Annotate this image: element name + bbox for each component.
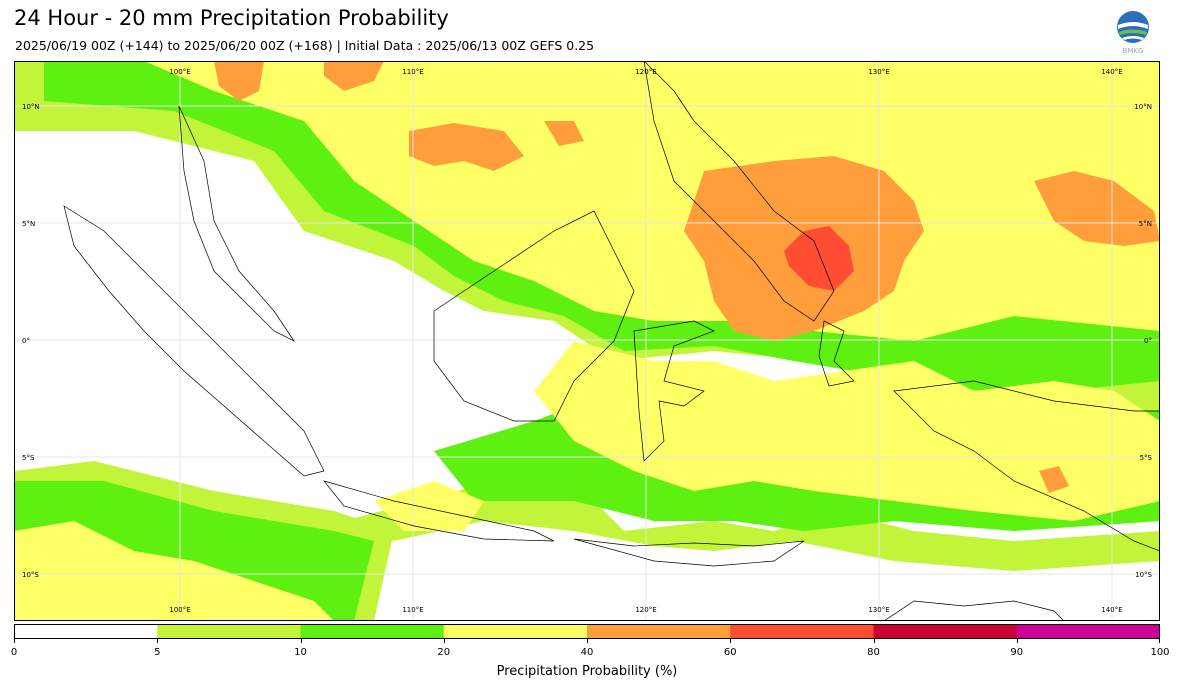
colorbar-tick-mark	[157, 639, 159, 643]
colorbar-segment	[14, 624, 158, 639]
lat-label: 10°S	[22, 571, 39, 579]
colorbar-segment	[1016, 624, 1160, 639]
graticule	[14, 61, 1160, 621]
colorbar-title: Precipitation Probability (%)	[496, 664, 678, 679]
colorbar-tick-label: 80	[867, 647, 880, 658]
colorbar-tick-label: 90	[1010, 647, 1024, 658]
sumatra-coastline	[63, 205, 325, 477]
colorbar-tick-label: 100	[1150, 647, 1170, 658]
colorbar-tick-mark	[873, 639, 875, 643]
lon-label: 100°E	[169, 606, 190, 614]
malay-coastline	[178, 105, 296, 342]
philippines-coastline	[643, 61, 835, 322]
colorbar-tick-label: 20	[437, 647, 451, 658]
precipitation-map: 100°E 110°E 120°E 130°E 140°E 100°E 110°…	[14, 61, 1160, 621]
colorbar-tick-label: 10	[294, 647, 307, 658]
colorbar-tick-label: 5	[154, 647, 161, 658]
lon-label: 120°E	[635, 68, 656, 76]
bmkg-logo: BMKG	[1117, 11, 1149, 55]
new-guinea-coastline	[893, 380, 1160, 552]
lat-label: 10°N	[1134, 103, 1152, 111]
lon-label: 140°E	[1101, 68, 1122, 76]
halmahera-coastline	[818, 320, 855, 387]
lat-label: 5°S	[22, 454, 35, 462]
map-frame	[14, 61, 1160, 621]
colorbar-tick-mark	[1159, 639, 1160, 643]
colorbar-tick-mark	[443, 639, 445, 643]
lat-label: 10°S	[1135, 571, 1152, 579]
colorbar-segment	[587, 624, 731, 639]
java-coastline	[323, 480, 555, 542]
colorbar-ticks: 0 5 10 20 40 60 80 90 100	[10, 639, 1170, 659]
sulawesi-coastline	[633, 320, 715, 462]
lat-label: 5°N	[22, 220, 35, 228]
lat-labels-left: 10°N 5°N 0° 5°S 10°S	[22, 103, 40, 579]
lat-label: 0°	[1144, 337, 1152, 345]
chart-title: 24 Hour - 20 mm Precipitation Probabilit…	[14, 6, 449, 30]
lat-label: 0°	[22, 337, 30, 345]
lon-labels-bottom: 100°E 110°E 120°E 130°E 140°E	[169, 606, 1122, 614]
colorbar-tick-mark	[14, 639, 15, 643]
colorbar-tick-label: 0	[10, 647, 18, 658]
lon-label: 110°E	[402, 606, 423, 614]
lon-label: 130°E	[868, 606, 889, 614]
svg-text:BMKG: BMKG	[1123, 47, 1144, 55]
lat-label: 10°N	[22, 103, 40, 111]
colorbar-segment	[157, 624, 301, 639]
australia-coastline	[883, 600, 1065, 621]
lon-label: 110°E	[402, 68, 423, 76]
colorbar-segment	[730, 624, 874, 639]
lon-label: 140°E	[1101, 606, 1122, 614]
lon-labels-top: 100°E 110°E 120°E 130°E 140°E	[169, 68, 1122, 76]
colorbar	[14, 624, 1160, 639]
lon-label: 120°E	[635, 606, 656, 614]
colorbar-segment	[443, 624, 588, 639]
colorbar-tick-mark	[300, 639, 302, 643]
coastlines	[63, 61, 1160, 621]
colorbar-segment	[300, 624, 445, 639]
lat-label: 5°N	[1139, 220, 1152, 228]
probability-fill-layer	[14, 61, 1160, 621]
lat-label: 5°S	[1140, 454, 1153, 462]
lon-label: 130°E	[868, 68, 889, 76]
colorbar-tick-mark	[1016, 639, 1018, 643]
colorbar-tick-mark	[730, 639, 732, 643]
colorbar-tick-label: 40	[580, 647, 594, 658]
colorbar-segment	[873, 624, 1018, 639]
colorbar-tick-mark	[587, 639, 588, 643]
borneo-coastline	[433, 210, 635, 422]
lat-labels-right: 10°N 5°N 0° 5°S 10°S	[1134, 103, 1152, 579]
colorbar-tick-label: 60	[723, 647, 737, 658]
lesser-sunda-coastline	[573, 538, 805, 567]
chart-subtitle: 2025/06/19 00Z (+144) to 2025/06/20 00Z …	[15, 38, 595, 53]
lon-label: 100°E	[169, 68, 190, 76]
